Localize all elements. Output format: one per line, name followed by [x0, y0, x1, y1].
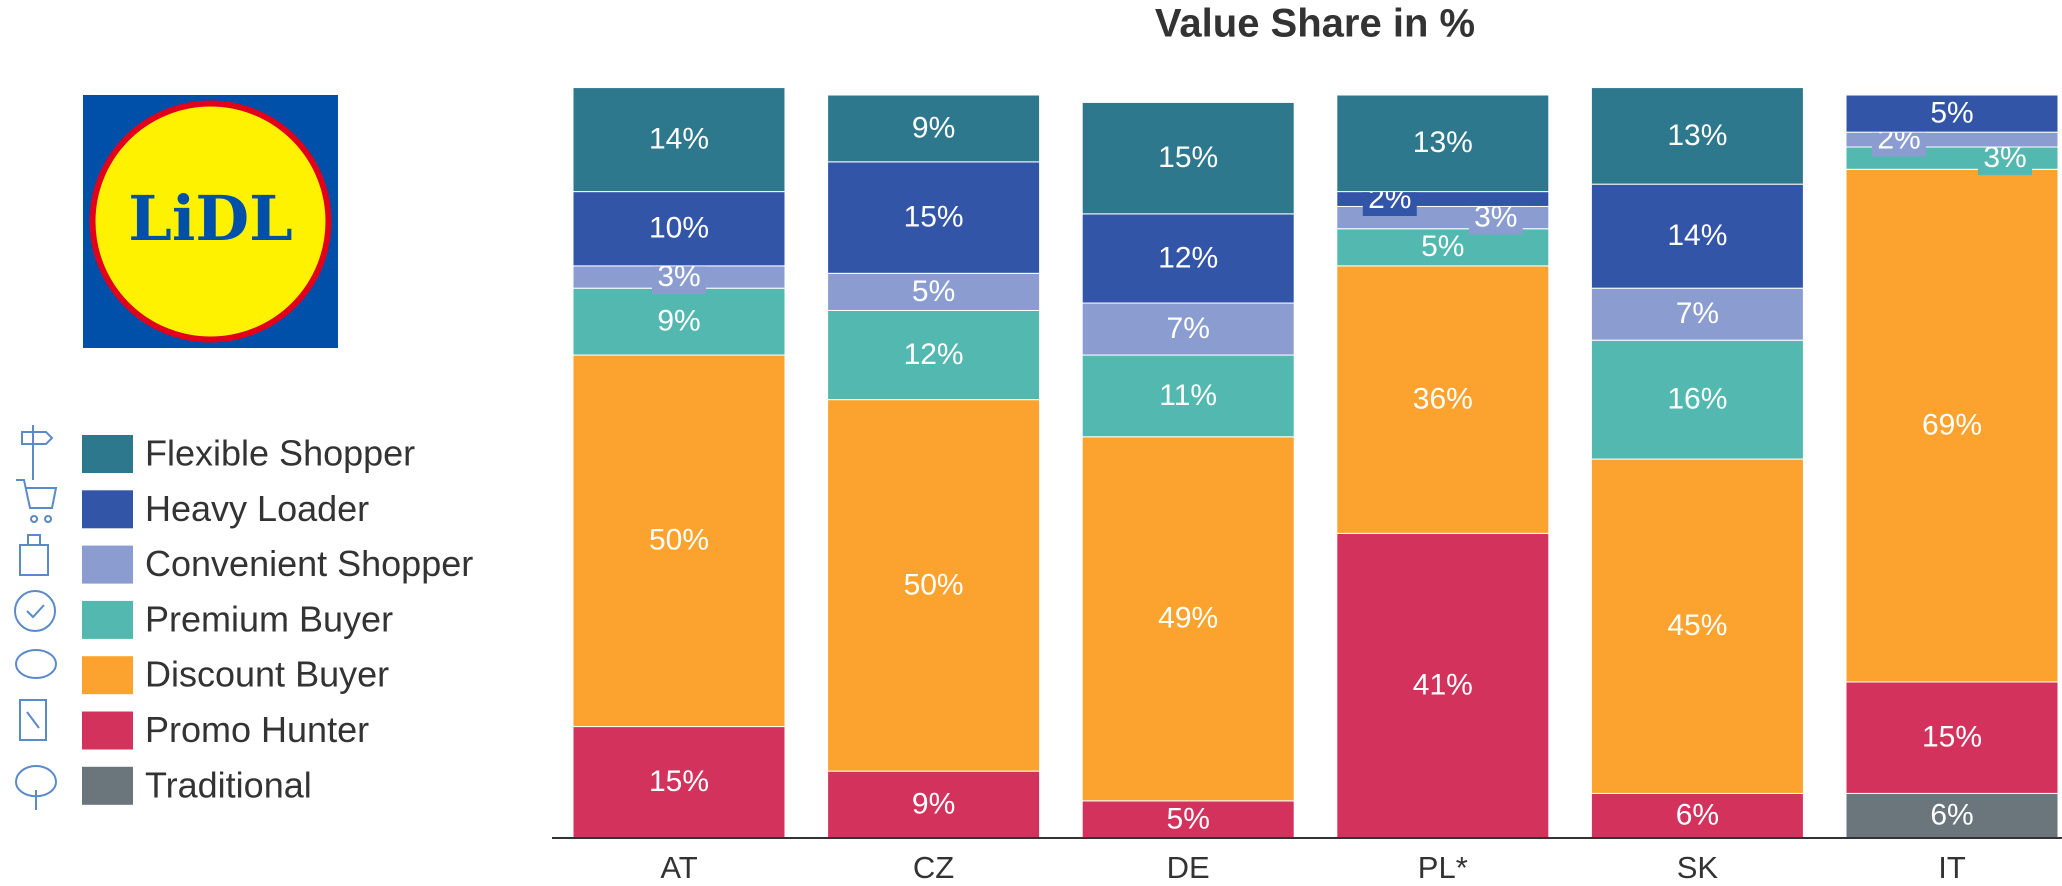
data-label: 7%: [1676, 297, 1719, 330]
bar-segment: [1336, 265, 1550, 534]
data-label: 6%: [1676, 799, 1719, 832]
x-tick-label: SK: [1677, 850, 1719, 885]
bar-segment: [572, 287, 786, 356]
legend-label: Convenient Shopper: [145, 543, 473, 584]
x-tick-label: IT: [1938, 850, 1966, 885]
bar-segment: [1336, 228, 1550, 267]
bar-segment: [572, 87, 786, 193]
data-label: 36%: [1413, 383, 1473, 416]
data-label: 49%: [1158, 602, 1218, 635]
data-label: 13%: [1413, 126, 1473, 159]
data-label: 15%: [649, 765, 709, 798]
data-label: 12%: [904, 338, 964, 371]
bar-segment: [827, 161, 1041, 274]
bar-segment: [572, 191, 786, 267]
bar-segment: [572, 354, 786, 728]
chart-title: Value Share in %: [1155, 2, 1475, 46]
data-label: 69%: [1922, 409, 1982, 442]
data-label: 11%: [1159, 379, 1217, 412]
logo-text: LiDL: [128, 182, 293, 255]
bar-segment: [1081, 800, 1295, 839]
bar-segment: [1081, 302, 1295, 356]
data-label: 9%: [912, 111, 955, 144]
legend-swatch: [82, 711, 133, 750]
data-label: 10%: [649, 212, 709, 245]
legend-swatch: [82, 766, 133, 805]
bar-segment: [1590, 792, 1804, 839]
legend-swatch: [82, 600, 133, 639]
bar-segment: [1845, 681, 2059, 794]
legend-label: Promo Hunter: [145, 709, 369, 750]
data-label: 15%: [1922, 721, 1982, 754]
data-label: 14%: [1667, 219, 1727, 252]
x-tick-label: PL*: [1418, 850, 1468, 885]
icon-receipt: [19, 699, 47, 741]
bar-segment: [827, 309, 1041, 401]
bar-segment: [1081, 354, 1295, 438]
data-label: 5%: [1167, 802, 1210, 835]
legend-label: Heavy Loader: [145, 488, 369, 529]
legend-swatch: [82, 490, 133, 529]
bar-segment: [1590, 183, 1804, 289]
bar-segment: [1081, 101, 1295, 215]
bar-segment: [1590, 339, 1804, 460]
icon-piggy: [15, 649, 57, 679]
data-label: 5%: [912, 275, 955, 308]
icon-check: [26, 604, 45, 619]
bar-segment: [827, 94, 1041, 163]
bar-segment: [1590, 87, 1804, 185]
icons: [14, 425, 58, 810]
legend-label: Discount Buyer: [145, 654, 389, 695]
data-label: 50%: [649, 524, 709, 557]
icon-bag: [19, 534, 49, 576]
data-label: 5%: [1930, 96, 1973, 129]
bar-segment: [1081, 213, 1295, 304]
data-label: 13%: [1667, 119, 1727, 152]
logo: LiDL: [83, 95, 338, 348]
data-label: 41%: [1413, 669, 1473, 702]
bar-segment: [827, 770, 1041, 839]
data-label: 16%: [1667, 383, 1727, 416]
data-label: 50%: [904, 568, 964, 601]
data-label: 6%: [1930, 799, 1973, 832]
data-label: 9%: [912, 787, 955, 820]
legend-swatch: [82, 545, 133, 584]
bar-segment: [1845, 94, 2059, 133]
bar-segment: [1845, 168, 2059, 683]
legend-label: Traditional: [145, 764, 312, 805]
legend-swatch: [82, 656, 133, 695]
bar-segment: [1336, 532, 1550, 839]
bar-segment: [1845, 792, 2059, 839]
data-label: 15%: [904, 201, 964, 234]
bar-segment: [1081, 436, 1295, 802]
icon-cart: [16, 479, 58, 523]
x-tick-label: AT: [660, 850, 697, 885]
data-label: 45%: [1667, 609, 1727, 642]
legend-label: Flexible Shopper: [145, 433, 415, 474]
data-label: 12%: [1158, 241, 1218, 274]
bar-segment: [1336, 94, 1550, 193]
x-tick-label: CZ: [913, 850, 954, 885]
bar-segment: [827, 272, 1041, 311]
data-label: 14%: [649, 123, 709, 156]
logo-circle: [89, 100, 332, 343]
icon-sign: [21, 425, 54, 480]
legend-label: Premium Buyer: [145, 598, 393, 639]
icon-badge: [14, 590, 56, 632]
data-label: 7%: [1167, 312, 1210, 345]
data-label: 9%: [657, 305, 700, 338]
legend-swatch: [82, 435, 133, 473]
x-tick-label: DE: [1167, 850, 1210, 885]
data-label: 15%: [1158, 141, 1218, 174]
bar-segment: [1590, 458, 1804, 794]
icon-tree: [15, 765, 58, 810]
data-label: 5%: [1421, 230, 1464, 263]
